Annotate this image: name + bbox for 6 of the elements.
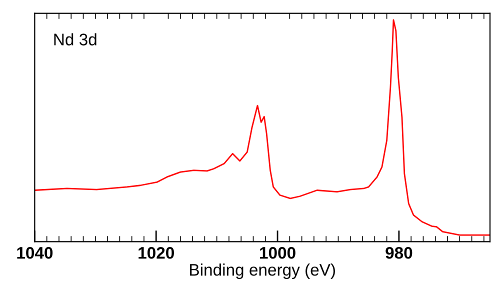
x-tick-label: 1040 <box>17 247 53 259</box>
x-axis-title: Binding energy (eV) <box>190 263 335 280</box>
x-tick-label: 1000 <box>260 247 296 259</box>
x-tick-label: 980 <box>386 247 412 259</box>
x-tick-label: 1020 <box>138 247 174 259</box>
annotation: Nd 3d <box>54 33 96 46</box>
